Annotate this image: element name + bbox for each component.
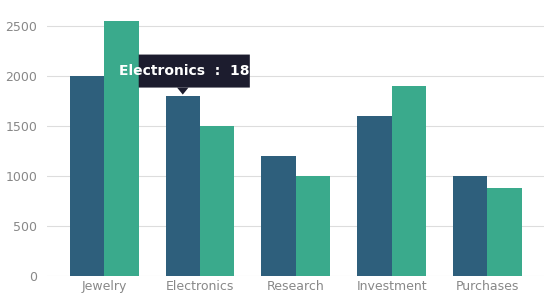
Bar (487, 187, 522, 276)
Bar (166, 96, 200, 276)
Text: Electronics  :  1800: Electronics : 1800 (119, 64, 269, 78)
Bar (453, 176, 487, 276)
Bar (357, 116, 392, 276)
Bar (261, 155, 296, 276)
Polygon shape (177, 88, 189, 94)
Bar (296, 176, 331, 276)
Bar (70, 76, 104, 276)
Bar (104, 21, 139, 276)
Bar (392, 86, 426, 276)
Bar (200, 126, 234, 276)
FancyBboxPatch shape (139, 54, 250, 88)
